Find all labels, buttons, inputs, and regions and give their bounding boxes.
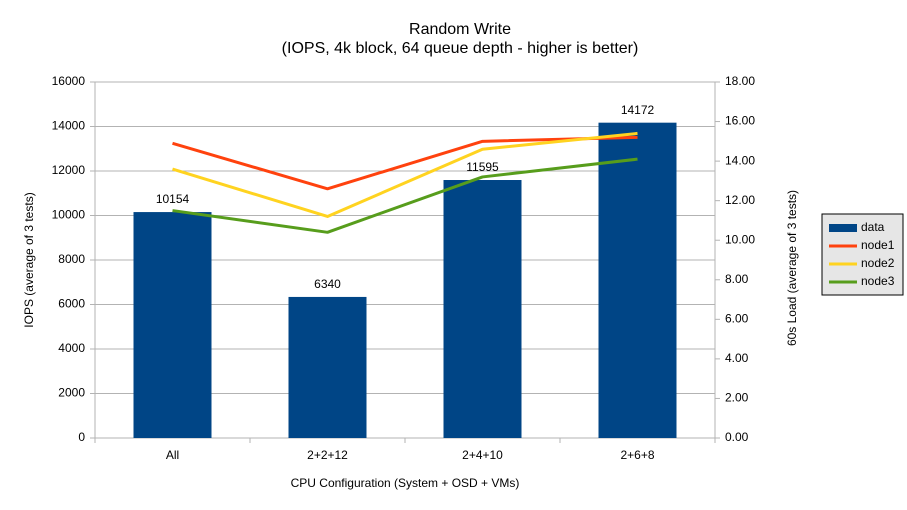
y2-tick-label: 14.00 — [725, 153, 755, 167]
chart-title: Random Write — [409, 21, 511, 38]
y-tick-label: 12000 — [52, 163, 86, 177]
chart-subtitle: (IOPS, 4k block, 64 queue depth - higher… — [282, 40, 639, 57]
y2-tick-label: 10.00 — [725, 232, 755, 246]
legend-label: node2 — [861, 256, 895, 270]
line-series — [172, 157, 638, 234]
y-tick-label: 4000 — [58, 341, 85, 355]
y2-tick-label: 0.00 — [725, 430, 749, 444]
bar — [443, 180, 522, 439]
y-tick-label: 14000 — [52, 119, 86, 133]
y2-tick-label: 18.00 — [725, 74, 755, 88]
y-tick-label: 6000 — [58, 297, 85, 311]
data-label: 10154 — [156, 192, 190, 206]
legend-label: data — [861, 220, 885, 234]
y-tick-label: 16000 — [52, 74, 86, 88]
y2-tick-label: 6.00 — [725, 312, 749, 326]
x-tick-label: 2+2+12 — [307, 448, 348, 462]
line-series — [172, 135, 638, 191]
y2-tick-label: 2.00 — [725, 391, 749, 405]
legend-swatch — [829, 224, 857, 232]
legend-label: node3 — [861, 274, 895, 288]
y-tick-label: 0 — [78, 430, 85, 444]
x-tick-label: All — [166, 448, 179, 462]
data-label: 6340 — [314, 277, 341, 291]
bar — [288, 296, 367, 438]
bar — [133, 212, 212, 438]
y-tick-label: 8000 — [58, 252, 85, 266]
y2-tick-label: 8.00 — [725, 272, 749, 286]
x-tick-label: 2+6+8 — [620, 448, 654, 462]
y-tick-label: 10000 — [52, 208, 86, 222]
bar — [598, 122, 677, 438]
y2-tick-label: 16.00 — [725, 114, 755, 128]
x-tick-label: 2+4+10 — [462, 448, 503, 462]
y2-axis-title: 60s Load (average of 3 tests) — [785, 190, 799, 346]
x-axis-title: CPU Configuration (System + OSD + VMs) — [291, 476, 520, 490]
legend-label: node1 — [861, 238, 895, 252]
data-label: 11595 — [466, 160, 499, 174]
line-series — [172, 131, 638, 218]
y2-tick-label: 4.00 — [725, 351, 749, 365]
y2-tick-label: 12.00 — [725, 193, 755, 207]
y-tick-label: 2000 — [58, 386, 85, 400]
data-label: 14172 — [621, 103, 655, 117]
y-axis-title: IOPS (average of 3 tests) — [22, 192, 36, 327]
